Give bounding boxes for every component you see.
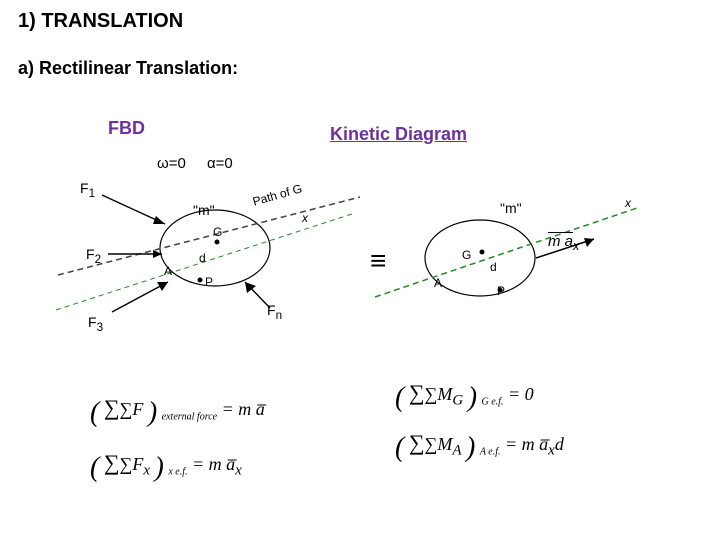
g-right-label: G — [462, 248, 471, 262]
m-left-label: "m" — [193, 202, 215, 218]
fn-label: Fn — [267, 302, 282, 322]
equivalent-symbol: ≡ — [370, 245, 386, 277]
d-right-label: d — [490, 260, 497, 274]
eq-sumMG-0: ( ∑∑MG ) G e.f. = 0 — [395, 380, 534, 414]
m-right-label: "m" — [500, 200, 522, 216]
g-left-label: G — [213, 225, 222, 239]
ma-vector-label: m ax — [548, 233, 579, 253]
x-right-label: x — [625, 196, 631, 210]
d-left-label: d — [199, 251, 206, 265]
p-left-label: P — [205, 275, 213, 289]
f3-label: F3 — [88, 314, 103, 334]
f2-label: F2 — [86, 246, 101, 266]
eq-sumMA-maxd: ( ∑∑MA ) A e.f. = m a̅xd — [395, 430, 564, 464]
eq-sumFx-max: ( ∑∑Fx ) x e.f. = m a̅x — [90, 450, 242, 484]
x-left-label: x — [302, 211, 308, 225]
p-right-label: P — [497, 284, 505, 298]
a-right-label: A — [434, 276, 442, 290]
f1-label: F1 — [80, 180, 95, 200]
a-left-label: A — [164, 264, 172, 278]
eq-sumF-ma: ( ∑∑F ) external force = m a̅ — [90, 395, 265, 429]
